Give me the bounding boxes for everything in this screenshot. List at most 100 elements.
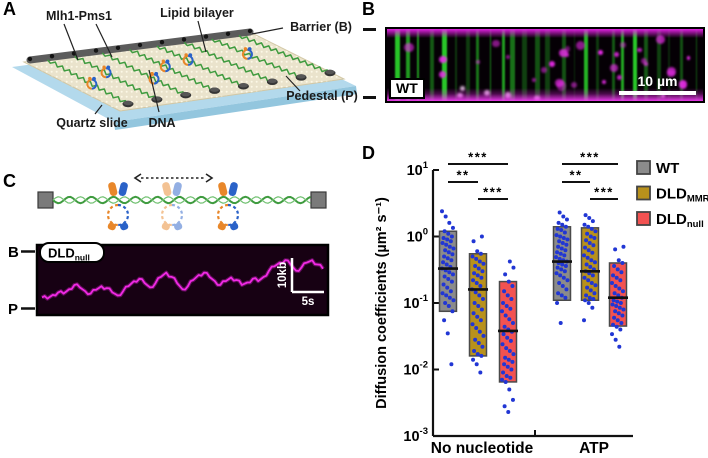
- data-point: [446, 250, 451, 255]
- data-point: [500, 342, 505, 347]
- data-point: [478, 318, 483, 323]
- data-point: [588, 288, 593, 293]
- protein-punctum: [636, 47, 642, 53]
- data-point: [471, 278, 476, 283]
- data-point: [478, 251, 483, 256]
- data-point: [511, 352, 516, 357]
- data-point: [558, 234, 563, 239]
- protein-punctum: [644, 62, 648, 67]
- data-point: [584, 262, 589, 267]
- data-point: [562, 269, 567, 274]
- data-point: [472, 348, 477, 353]
- kymo-condition-label: DLDnull: [48, 246, 90, 263]
- data-point: [586, 278, 591, 283]
- data-point: [590, 250, 595, 255]
- data-point: [503, 313, 508, 318]
- protein-punctum: [616, 74, 622, 80]
- data-point: [557, 280, 562, 285]
- data-point: [583, 298, 588, 303]
- kymo-scale-horizontal-label: 5s: [302, 296, 315, 308]
- y-tick-label: 101: [407, 160, 429, 179]
- data-point: [472, 271, 477, 276]
- legend-label: DLDnull: [656, 211, 704, 230]
- data-point: [449, 362, 454, 367]
- kymo-scale-vertical-label: 10kb: [277, 262, 289, 288]
- data-point: [585, 255, 590, 260]
- data-point: [479, 234, 484, 239]
- data-point: [555, 265, 560, 270]
- data-point: [477, 329, 482, 334]
- data-point: [612, 291, 617, 296]
- data-point: [557, 210, 562, 215]
- kymograph-trace: [41, 258, 325, 301]
- data-point: [617, 305, 622, 310]
- data-point: [472, 301, 477, 305]
- kymo-scalebars: [290, 258, 324, 294]
- data-point: [450, 225, 455, 230]
- data-point: [448, 289, 453, 294]
- data-point: [442, 318, 447, 323]
- dna-line: [489, 29, 492, 101]
- data-point: [440, 240, 445, 245]
- data-point: [504, 346, 509, 351]
- data-point: [582, 275, 587, 280]
- data-point: [588, 234, 593, 239]
- data-point: [555, 301, 560, 305]
- dna-line: [395, 29, 400, 101]
- dna-line: [442, 29, 447, 101]
- data-point: [586, 224, 591, 229]
- data-point: [558, 251, 563, 256]
- protein-punctum: [475, 60, 481, 65]
- data-point: [615, 318, 620, 323]
- data-point: [442, 229, 447, 234]
- data-point: [447, 244, 452, 249]
- data-point: [476, 304, 481, 309]
- diffusion-arrow: [133, 173, 214, 183]
- barrier-fluorescence-band: [387, 29, 703, 38]
- data-point: [448, 239, 453, 244]
- scalebar: [619, 91, 696, 95]
- data-point: [501, 370, 506, 375]
- data-point: [503, 272, 508, 277]
- protein-punctum: [686, 56, 691, 60]
- data-point: [500, 309, 504, 314]
- data-point: [447, 270, 452, 275]
- protein-punctum: [532, 78, 537, 82]
- dna-protein-schematic: [52, 182, 311, 231]
- dna-line: [509, 29, 515, 101]
- data-point: [504, 373, 509, 378]
- data-point: [507, 259, 512, 264]
- dna-line: [535, 29, 540, 101]
- data-point: [564, 242, 569, 247]
- data-point: [613, 247, 618, 252]
- data-point: [610, 332, 614, 337]
- significance-stars: ***: [468, 150, 488, 165]
- data-point: [616, 311, 621, 316]
- dna-line: [668, 29, 670, 101]
- data-point: [480, 296, 485, 301]
- data-point: [618, 327, 623, 332]
- leader-pedestal: [285, 75, 301, 92]
- protein-punctum: [438, 71, 446, 78]
- protein-punctum: [555, 78, 565, 88]
- data-point: [505, 293, 510, 298]
- legend-swatch-DLDnull: [636, 211, 651, 226]
- data-point: [585, 285, 590, 290]
- significance-stars: **: [569, 168, 582, 183]
- data-point: [584, 238, 589, 243]
- data-point: [590, 219, 595, 224]
- legend-swatch-DLDMMR: [636, 185, 651, 201]
- protein-punctum: [666, 67, 676, 76]
- data-point: [610, 302, 615, 307]
- data-point: [447, 295, 452, 300]
- data-point: [561, 235, 566, 240]
- data-point: [475, 249, 480, 254]
- data-point: [593, 229, 598, 234]
- dna-line: [573, 29, 576, 101]
- data-point: [612, 264, 617, 269]
- data-point: [475, 352, 480, 357]
- data-point: [588, 264, 593, 269]
- legend-swatch-WT: [636, 160, 651, 175]
- data-point: [614, 324, 619, 329]
- data-point: [565, 278, 570, 283]
